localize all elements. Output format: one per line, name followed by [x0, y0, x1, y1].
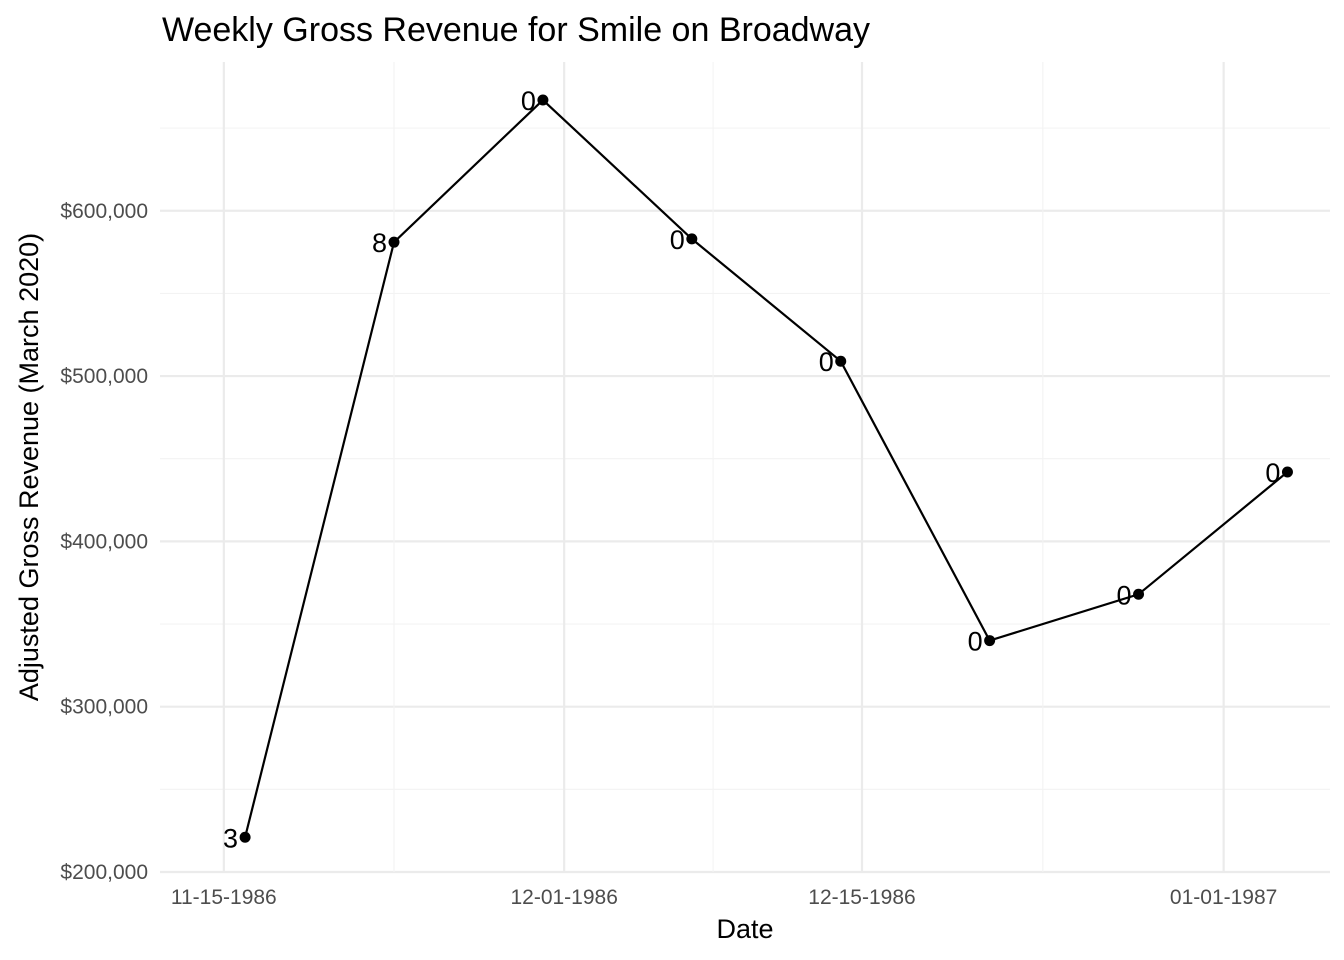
data-point: [537, 94, 549, 106]
y-tick-label: $200,000: [60, 861, 148, 884]
data-label: 0: [819, 347, 834, 377]
chart-title: Weekly Gross Revenue for Smile on Broadw…: [162, 11, 870, 49]
series: [239, 94, 1293, 843]
data-label: 0: [968, 627, 983, 657]
data-label: 0: [670, 225, 685, 255]
data-point: [835, 355, 847, 367]
x-axis-title: Date: [716, 914, 773, 944]
grid: [160, 62, 1330, 874]
y-tick-label: $500,000: [60, 365, 148, 388]
revenue-line: [244, 98, 1289, 838]
data-labels: 3 8 0 0 0 0 0 0: [223, 86, 1280, 853]
y-tick-label: $600,000: [60, 200, 148, 223]
data-label: 0: [521, 86, 536, 116]
data-label: 8: [372, 228, 387, 258]
data-label: 3: [223, 823, 238, 853]
data-point: [388, 236, 400, 248]
data-point: [239, 831, 251, 843]
y-tick-label: $400,000: [60, 530, 148, 553]
x-tick-label: 12-15-1986: [808, 886, 915, 909]
data-point: [686, 233, 698, 245]
data-point: [1281, 466, 1293, 478]
data-label: 0: [1265, 458, 1280, 488]
axes: 11-15-1986 12-01-1986 12-15-1986 01-01-1987…: [60, 200, 1277, 909]
x-tick-label: 12-01-1986: [510, 886, 617, 909]
y-axis-title: Adjusted Gross Revenue (March 2020): [14, 233, 44, 701]
y-tick-label: $300,000: [60, 696, 148, 719]
data-point: [984, 635, 996, 647]
data-label: 0: [1117, 580, 1132, 610]
data-point: [1133, 588, 1145, 600]
x-tick-label: 01-01-1987: [1170, 886, 1277, 909]
x-tick-label: 11-15-1986: [171, 886, 277, 909]
